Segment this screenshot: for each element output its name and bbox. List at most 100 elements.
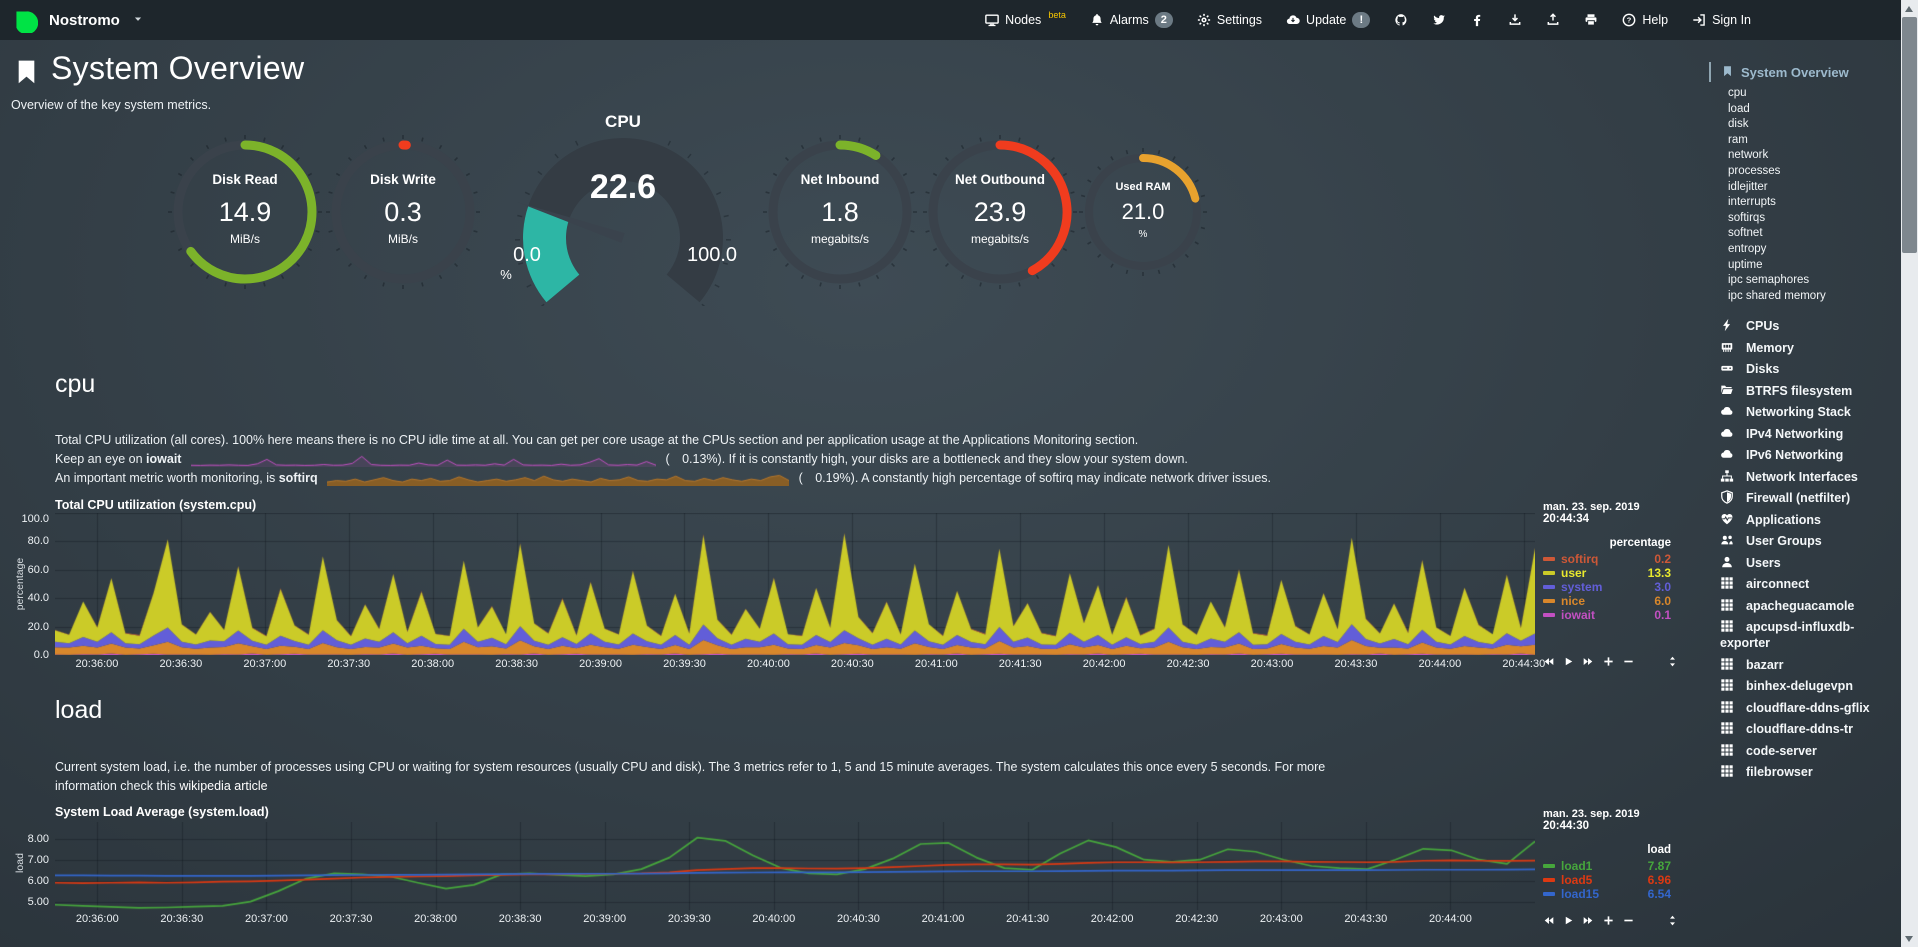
scroll-down-button[interactable] [1901,930,1918,947]
sidebar-subitem[interactable]: softnet [1728,227,1763,240]
navbar-item[interactable]: Sign In [1692,13,1751,27]
navbar-item[interactable]: Update ! [1286,12,1371,28]
x-tick-label: 20:40:30 [837,913,880,925]
sidebar-subitem[interactable]: ram [1728,133,1748,146]
legend-item[interactable]: softirq 0.2 [1543,552,1671,566]
sidebar-subitem[interactable]: ipc shared memory [1728,289,1826,302]
cpu-desc-text: Total CPU utilization (all cores). 100% … [55,433,1139,447]
system-load-chart[interactable] [55,822,1535,910]
sidebar-section[interactable]: bazarr [1720,657,1895,673]
node-selector[interactable]: Nostromo [0,8,143,33]
sidebar-subitem[interactable]: network [1728,149,1769,162]
x-tick-label: 20:38:00 [411,658,455,670]
wikipedia-article-link[interactable]: wikipedia article [179,779,268,793]
sidebar-subitem[interactable]: interrupts [1728,196,1776,209]
scroll-up-button[interactable] [1901,0,1918,17]
sidebar-section[interactable]: IPv4 Networking [1720,426,1895,442]
sidebar-section[interactable]: Memory [1720,340,1895,356]
navbar-item[interactable] [1546,13,1560,27]
x-tick-label: 20:39:30 [667,913,711,925]
legend-item[interactable]: system 3.0 [1543,580,1671,594]
sidebar-subitem[interactable]: idlejitter [1728,180,1768,193]
sidebar-item-system-overview[interactable]: System Overview [1709,62,1901,82]
sidebar-section[interactable]: cloudflare-ddns-gflix [1720,700,1895,716]
sidebar-subitem[interactable]: processes [1728,164,1781,177]
y-tick-label: 40.0 [27,592,49,605]
softirq-sparkline[interactable] [327,472,790,486]
skip-back-icon[interactable] [1543,656,1554,667]
sidebar-section[interactable]: apcupsd-influxdb-exporter [1720,619,1895,651]
iowait-sparkline[interactable] [190,453,656,467]
net-outbound-gauge[interactable]: Net Outbound 23.9 megabits/s [915,127,1085,297]
resize-icon[interactable] [1667,915,1678,926]
used-ram-gauge[interactable]: Used RAM 21.0 % [1078,147,1208,277]
page-scrollbar[interactable] [1901,0,1918,947]
sidebar-section[interactable]: CPUs [1720,318,1895,334]
sidebar-section[interactable]: apacheguacamole [1720,598,1895,614]
sidebar-section[interactable]: BTRFS filesystem [1720,383,1895,399]
sidebar-subitem[interactable]: ipc semaphores [1728,274,1810,287]
navbar-item[interactable] [1508,13,1522,27]
skip-back-icon[interactable] [1543,915,1554,926]
disk-read-gauge[interactable]: Disk Read 14.9 MiB/s [160,127,330,297]
navbar-item[interactable] [1584,13,1598,27]
sidebar-section[interactable]: Disks [1720,361,1895,377]
sidebar-subitem[interactable]: softirqs [1728,211,1766,224]
plus-icon[interactable] [1603,915,1614,926]
legend-item[interactable]: nice 6.0 [1543,594,1671,608]
sidebar-section-label: Network Interfaces [1746,469,1858,484]
scroll-thumb[interactable] [1902,17,1917,253]
sidebar-section[interactable]: Firewall (netfilter) [1720,490,1895,506]
sidebar-section[interactable]: Networking Stack [1720,404,1895,420]
legend-item[interactable]: load15 6.54 [1543,887,1671,901]
resize-icon[interactable] [1667,656,1678,667]
sidebar-section[interactable]: User Groups [1720,533,1895,549]
legend-swatch [1543,571,1555,575]
sidebar-section[interactable]: Network Interfaces [1720,469,1895,485]
play-icon[interactable] [1563,915,1574,926]
sidebar-subitem[interactable]: load [1728,102,1750,115]
navbar-item[interactable] [1432,13,1446,27]
legend-item[interactable]: load1 7.87 [1543,859,1671,873]
sidebar-section-label: Networking Stack [1746,405,1851,420]
sidebar-section[interactable]: cloudflare-ddns-tr [1720,721,1895,737]
skip-forward-icon[interactable] [1583,656,1594,667]
cpu-utilization-chart[interactable] [55,513,1535,655]
sidebar-section[interactable]: filebrowser [1720,764,1895,780]
navbar-item[interactable]: ? Help [1622,13,1668,27]
sidebar-subitem[interactable]: uptime [1728,258,1763,271]
sidebar-section[interactable]: Users [1720,555,1895,571]
plus-icon[interactable] [1603,656,1614,667]
legend-time: 20:44:30 [1543,820,1590,832]
sidebar-subitem[interactable]: entropy [1728,242,1767,255]
sidebar-section[interactable]: airconnect [1720,576,1895,592]
sidebar-subitem[interactable]: disk [1728,118,1749,131]
grid-icon [1720,678,1735,694]
legend-swatch [1543,599,1555,603]
navbar-item[interactable] [1470,13,1484,27]
cloud-icon [1720,426,1735,442]
navbar-item[interactable] [1394,13,1408,27]
sidebar-subitem[interactable]: cpu [1728,87,1747,99]
disk-write-gauge[interactable]: Disk Write 0.3 MiB/s [318,127,488,297]
sidebar-section-label: Memory [1746,340,1794,355]
net-inbound-gauge[interactable]: Net Inbound 1.8 megabits/s [755,127,925,297]
legend-item[interactable]: user 13.3 [1543,566,1671,580]
minus-icon[interactable] [1623,656,1634,667]
y-tick-label: 5.00 [27,895,49,908]
skip-forward-icon[interactable] [1583,915,1594,926]
navbar-item[interactable]: Nodes beta [985,10,1066,27]
minus-icon[interactable] [1623,915,1634,926]
navbar-item[interactable]: Settings [1197,13,1262,27]
sidebar-section[interactable]: binhex-delugevpn [1720,678,1895,694]
sidebar-section[interactable]: IPv6 Networking [1720,447,1895,463]
play-icon[interactable] [1563,656,1574,667]
sidebar-section[interactable]: Applications [1720,512,1895,528]
sidebar-section-label: airconnect [1746,577,1810,592]
legend-item[interactable]: load5 6.96 [1543,873,1671,887]
softirq-desc-pre: An important metric worth monitoring, is [55,471,279,485]
legend-item[interactable]: iowait 0.1 [1543,608,1671,622]
navbar-item[interactable]: Alarms 2 [1090,12,1173,28]
sidebar-section[interactable]: code-server [1720,743,1895,759]
cpu-gauge[interactable]: CPU 22.6 0.0 100.0 % [500,112,738,306]
